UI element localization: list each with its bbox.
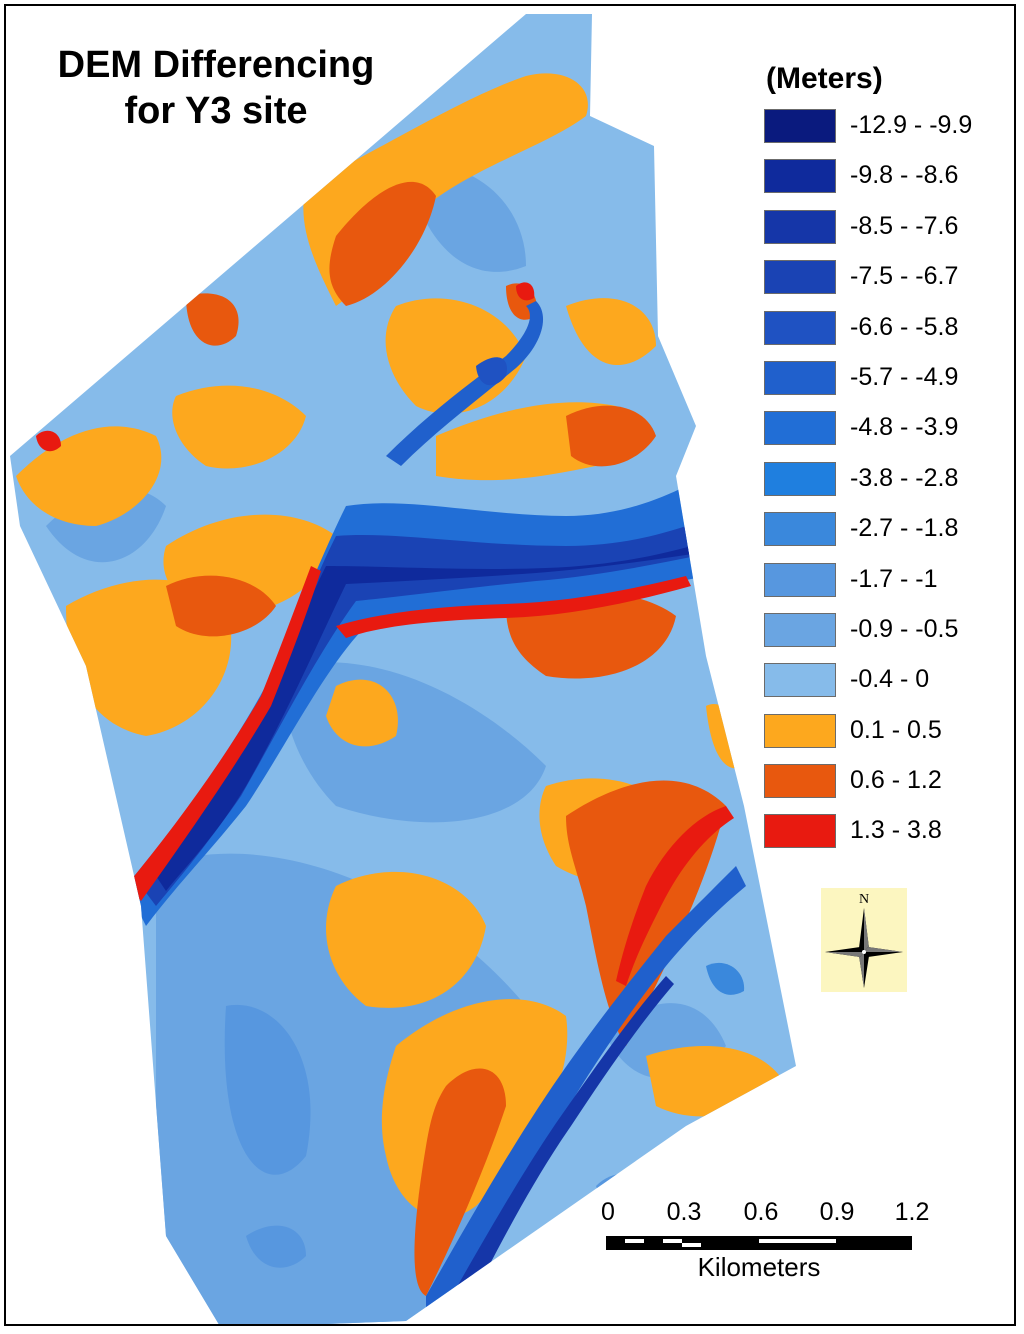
map-frame: DEM Differencing for Y3 site (Meters) -1…	[4, 4, 1016, 1326]
legend-swatch	[764, 260, 836, 295]
legend-swatch	[764, 209, 836, 244]
legend-label: 0.6 - 1.2	[850, 766, 942, 795]
legend-label: -6.6 - -5.8	[850, 312, 959, 341]
legend-label: -9.8 - -8.6	[850, 161, 959, 190]
legend-label: -12.9 - -9.9	[850, 111, 973, 139]
dem-difference-map	[10, 14, 796, 1324]
scale-bar-graphic	[606, 1236, 912, 1250]
legend-label: 0.1 - 0.5	[850, 715, 942, 744]
legend-swatch	[764, 713, 836, 748]
legend-swatch	[764, 411, 836, 446]
legend-swatch	[764, 764, 836, 799]
legend-swatch	[764, 612, 836, 647]
legend-swatch	[764, 814, 836, 849]
scale-tick-3: 0.9	[819, 1198, 855, 1226]
legend-swatch	[764, 109, 836, 143]
legend-label: -0.9 - -0.5	[850, 614, 959, 643]
north-label: N	[859, 892, 869, 907]
map-title-line-1: DEM Differencing	[57, 44, 375, 86]
scale-bar: 0 0.3 0.6 0.9 1.2 Kilometers	[596, 1198, 929, 1288]
north-arrow: N	[821, 888, 907, 992]
legend-swatch	[764, 159, 836, 194]
legend-label: -8.5 - -7.6	[850, 211, 959, 240]
legend-title: (Meters)	[766, 62, 883, 95]
scale-tick-2: 0.6	[743, 1198, 779, 1226]
legend-label: -2.7 - -1.8	[850, 514, 959, 543]
map-title: DEM Differencing for Y3 site	[36, 42, 396, 134]
legend-swatch	[764, 512, 836, 547]
legend-label: -5.7 - -4.9	[850, 362, 959, 391]
legend-swatch	[764, 360, 836, 395]
legend-label: 1.3 - 3.8	[850, 816, 942, 845]
scale-tick-0: 0	[601, 1198, 615, 1226]
legend-label: -0.4 - 0	[850, 665, 930, 694]
legend-swatch	[764, 310, 836, 345]
scale-units-label: Kilometers	[697, 1252, 821, 1282]
north-arrow-icon: N	[825, 892, 903, 988]
scale-tick-1: 0.3	[666, 1198, 702, 1226]
legend-label: -7.5 - -6.7	[850, 262, 959, 291]
legend-swatch	[764, 663, 836, 698]
map-title-line-2: for Y3 site	[124, 90, 308, 132]
legend-swatch	[764, 461, 836, 496]
legend-label: -4.8 - -3.9	[850, 413, 959, 442]
legend-label: -1.7 - -1	[850, 564, 938, 593]
scale-tick-4: 1.2	[894, 1198, 930, 1226]
legend-label: -3.8 - -2.8	[850, 463, 959, 492]
legend-swatch	[764, 562, 836, 597]
